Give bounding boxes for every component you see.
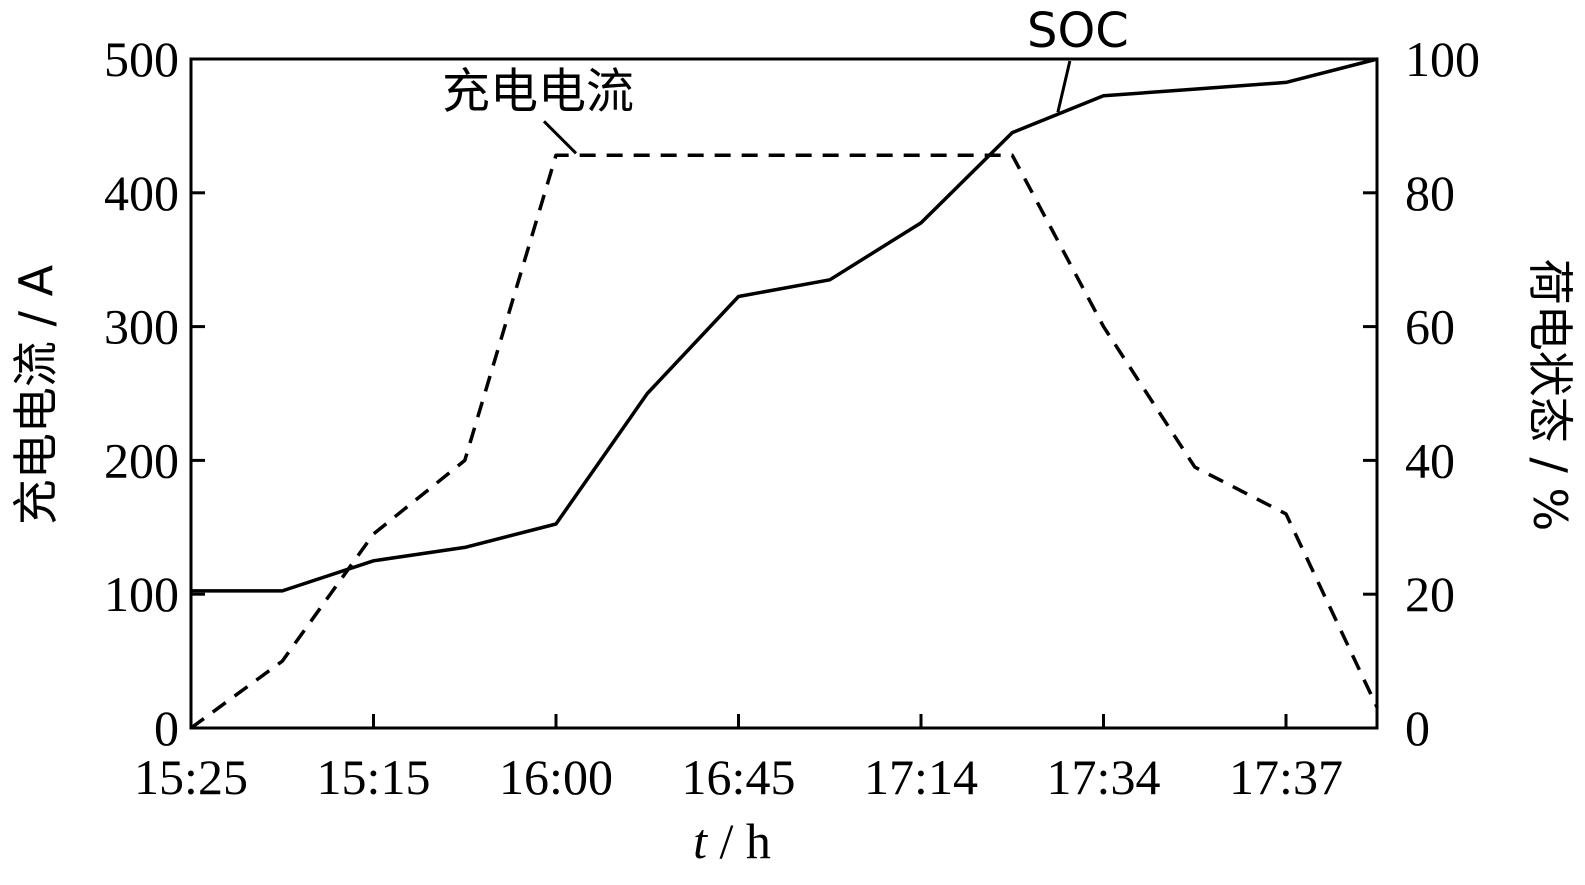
y-left-tick-label: 300 <box>104 299 179 355</box>
x-axis-unit: / h <box>707 813 771 869</box>
x-tick-label: 16:45 <box>682 749 796 805</box>
plot-border <box>189 57 1379 730</box>
y-right-tick-label: 40 <box>1405 432 1455 488</box>
y-right-tick-label: 100 <box>1405 31 1480 87</box>
y-right-tick-label: 80 <box>1405 165 1455 221</box>
y-axis-left-title: 充电电流 / A <box>9 264 63 525</box>
y-axis-left-ticks: 0 100 200 300 400 500 <box>104 31 205 756</box>
x-tick-label: 15:25 <box>134 749 248 805</box>
x-axis-variable: t <box>693 813 708 869</box>
y-left-tick-label: 500 <box>104 31 179 87</box>
y-left-tick-label: 400 <box>104 165 179 221</box>
soc-leader <box>1056 60 1072 113</box>
y-right-tick-label: 60 <box>1405 299 1455 355</box>
x-axis-ticks: 15:25 15:15 16:00 16:45 17:14 17:34 17:37 <box>134 714 1343 805</box>
x-tick-label: 17:37 <box>1229 749 1343 805</box>
x-tick-label: 16:00 <box>499 749 613 805</box>
annotation-layer: 充电电流 SOC <box>442 3 1129 155</box>
y-left-tick-label: 0 <box>154 700 179 756</box>
x-axis-title: t / h <box>693 813 771 869</box>
soc-line <box>191 57 1378 593</box>
y-axis-right-title: 荷电状态 / % <box>1523 259 1577 531</box>
charging-current-line <box>189 153 1379 730</box>
y-right-tick-label: 20 <box>1405 566 1455 622</box>
x-tick-label: 17:34 <box>1047 749 1161 805</box>
soc-label: SOC <box>1027 3 1129 59</box>
plot-frame <box>189 57 1379 730</box>
y-axis-right-ticks: 0 20 40 60 80 100 <box>1363 31 1480 756</box>
x-tick-label: 17:14 <box>864 749 978 805</box>
y-right-tick-label: 0 <box>1405 700 1430 756</box>
y-left-tick-label: 100 <box>104 566 179 622</box>
charging-current-leader <box>542 120 578 155</box>
x-tick-label: 15:15 <box>317 749 431 805</box>
series-layer <box>189 57 1379 730</box>
y-left-tick-label: 200 <box>104 432 179 488</box>
charging-current-label: 充电电流 <box>442 63 634 119</box>
